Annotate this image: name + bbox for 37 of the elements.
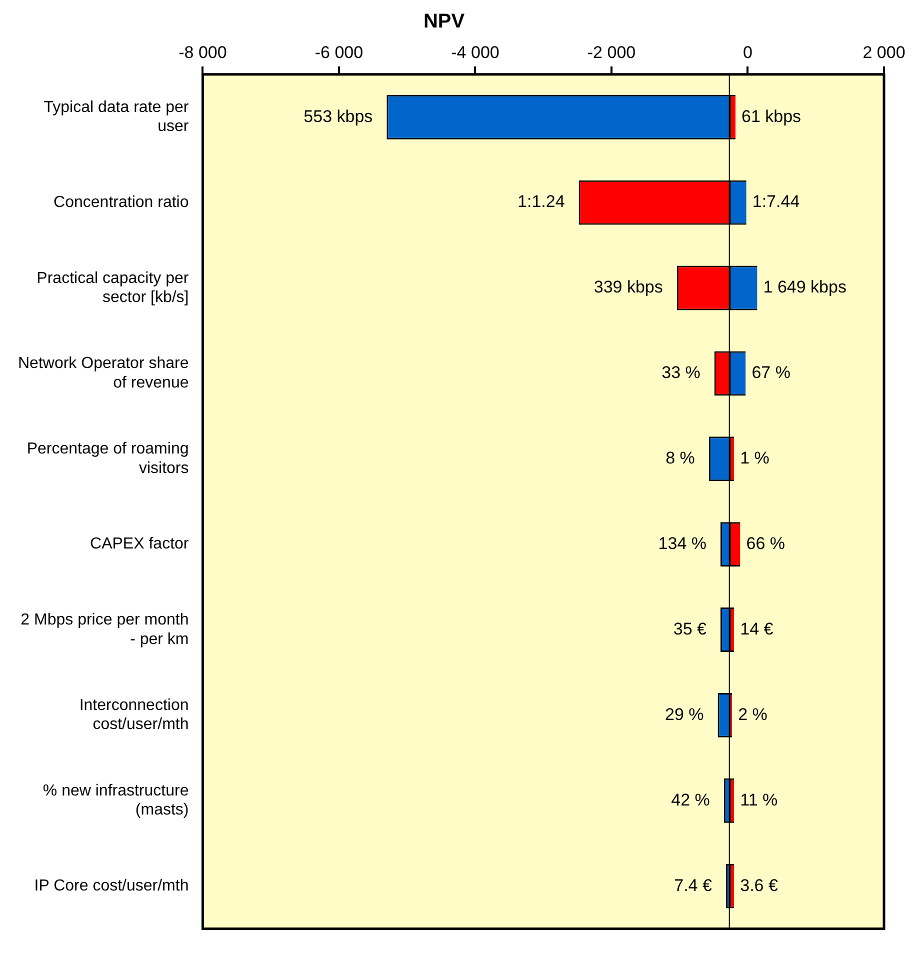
annotation: 7.4 € xyxy=(674,876,712,895)
annotation: 2 % xyxy=(738,704,768,724)
chart-title: NPV xyxy=(423,10,466,33)
annotation: 29 % xyxy=(665,704,704,724)
x-tick-label: -8 000 xyxy=(178,42,227,62)
annotation: 66 % xyxy=(746,534,786,554)
annotation: 339 kbps xyxy=(594,278,663,297)
y-tick-label: CAPEX factor xyxy=(90,536,190,553)
y-tick-label: % new infrastructure (masts) xyxy=(42,782,189,819)
y-tick-label: Concentration ratio xyxy=(54,194,189,211)
annotation: 1 % xyxy=(740,448,770,468)
x-tick-label: -2 000 xyxy=(587,42,636,62)
y-tick-label: Interconnection cost/user/mth xyxy=(79,697,189,734)
annotation: 61 kbps xyxy=(741,106,802,126)
annotation: 3.6 € xyxy=(740,876,778,895)
annotation: 35 € xyxy=(673,619,708,638)
x-tick-label: 0 xyxy=(743,42,752,62)
annotation: 8 % xyxy=(666,448,695,468)
y-tick-label: Practical capacity per sector [kb/s] xyxy=(36,270,190,306)
annotation: 14 € xyxy=(740,619,774,638)
x-tick-label: -6 000 xyxy=(314,42,364,62)
annotation: 134 % xyxy=(658,534,706,554)
annotation: 33 % xyxy=(662,363,700,382)
annotation: 11 % xyxy=(740,790,778,810)
annotation: 42 % xyxy=(671,790,710,810)
annotation: 553 kbps xyxy=(304,106,373,126)
y-tick-label: IP Core cost/user/mth xyxy=(34,877,189,894)
y-tick-label: Percentage of roaming visitors xyxy=(26,440,189,477)
annotation: 1:1.24 xyxy=(518,192,565,212)
y-tick-label: Typical data rate per user xyxy=(44,98,190,136)
x-tick-label: -4 000 xyxy=(451,42,500,62)
y-tick-label: 2 Mbps price per month - per km xyxy=(20,612,189,648)
x-tick-label: 2 000 xyxy=(862,42,906,62)
annotation: 1:7.44 xyxy=(752,192,800,212)
annotation: 67 % xyxy=(752,363,790,382)
y-tick-label: Network Operator share of revenue xyxy=(18,355,189,392)
annotation: 1 649 kbps xyxy=(763,278,846,297)
